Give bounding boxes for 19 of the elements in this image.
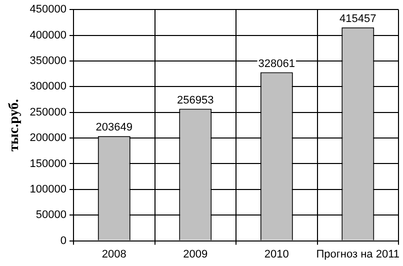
y-tick-label: 200000 (30, 132, 67, 144)
data-label: 415457 (340, 12, 376, 25)
data-label: 328061 (258, 58, 295, 70)
y-tick-label: 100000 (30, 183, 67, 196)
x-tick-label: 2009 (183, 248, 208, 260)
y-tick-label: 0 (60, 234, 67, 247)
y-tick-label: 450000 (30, 4, 67, 16)
x-tick-label: 2008 (102, 248, 126, 260)
y-tick-label: 400000 (30, 29, 67, 42)
y-tick-label: 300000 (30, 80, 67, 93)
data-label: 256953 (177, 94, 214, 106)
data-label: 203649 (96, 122, 132, 134)
y-tick-label: 150000 (30, 158, 67, 170)
x-tick-label: Прогноз на 2011 (316, 248, 400, 260)
y-tick-label: 250000 (30, 106, 67, 118)
y-tick-label: 350000 (30, 55, 67, 68)
y-axis-title: тыс.руб. (7, 98, 22, 152)
y-tick-label: 50000 (36, 209, 67, 222)
x-tick-label: 2010 (264, 248, 289, 260)
